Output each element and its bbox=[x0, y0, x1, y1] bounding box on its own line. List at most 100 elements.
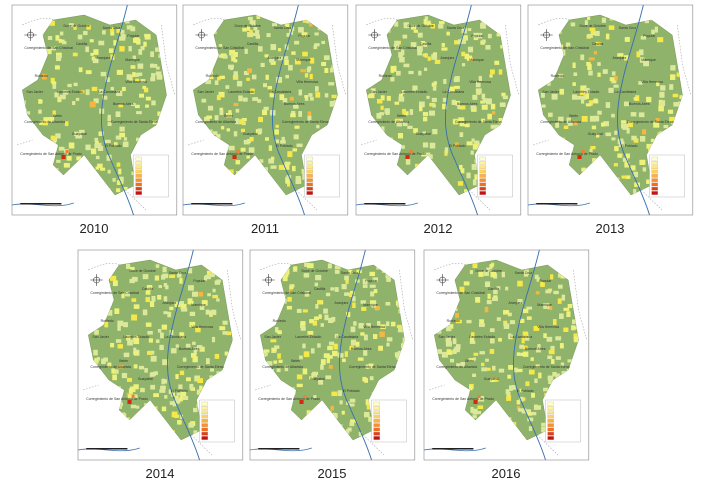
patch bbox=[331, 391, 338, 397]
patch bbox=[585, 103, 592, 107]
patch bbox=[571, 319, 578, 325]
patch bbox=[356, 269, 362, 274]
patch bbox=[49, 20, 55, 26]
place-label: Laureles Estadio bbox=[469, 335, 495, 339]
patch bbox=[155, 339, 160, 343]
place-label: Corregimiento de Santa Elena bbox=[111, 120, 158, 124]
patch bbox=[268, 158, 275, 164]
patch bbox=[516, 400, 521, 405]
place-label: El Poblado bbox=[621, 144, 638, 148]
place-label: Popular bbox=[365, 279, 378, 283]
patch bbox=[246, 77, 250, 81]
patch bbox=[583, 87, 590, 94]
patch bbox=[120, 34, 126, 39]
patch bbox=[403, 63, 410, 68]
patch bbox=[394, 352, 400, 356]
patch bbox=[145, 290, 151, 295]
patch bbox=[605, 102, 611, 108]
patch bbox=[320, 359, 326, 365]
patch bbox=[133, 384, 139, 390]
patch bbox=[304, 262, 310, 267]
patch bbox=[557, 273, 562, 278]
patch bbox=[594, 115, 600, 122]
patch bbox=[463, 281, 470, 286]
patch bbox=[493, 288, 498, 295]
patch bbox=[130, 386, 136, 393]
patch bbox=[593, 98, 598, 103]
patch bbox=[394, 21, 399, 27]
patch bbox=[491, 111, 496, 115]
patch bbox=[296, 374, 303, 380]
patch bbox=[250, 88, 255, 94]
place-label: Manrique bbox=[641, 58, 656, 62]
patch bbox=[142, 309, 148, 316]
river bbox=[513, 249, 546, 461]
place-label: Doce de Octubre bbox=[235, 24, 261, 28]
patch bbox=[53, 136, 58, 142]
patch bbox=[143, 41, 147, 47]
patch bbox=[360, 300, 366, 304]
patch bbox=[348, 269, 353, 275]
patch bbox=[289, 286, 294, 290]
place-label: San Javier bbox=[197, 90, 214, 94]
patch bbox=[55, 133, 61, 139]
patch bbox=[551, 93, 558, 100]
river bbox=[182, 202, 245, 207]
patch bbox=[163, 311, 168, 315]
patch bbox=[672, 93, 679, 98]
patch bbox=[431, 82, 437, 87]
patch bbox=[157, 294, 162, 300]
hotspot bbox=[65, 150, 69, 153]
patch bbox=[580, 99, 585, 104]
patch bbox=[441, 42, 445, 47]
patch bbox=[481, 104, 488, 110]
patch bbox=[246, 26, 251, 31]
patch bbox=[303, 351, 310, 358]
patch bbox=[386, 337, 393, 342]
patch bbox=[292, 165, 296, 172]
patch bbox=[270, 165, 277, 169]
patch bbox=[203, 275, 208, 281]
hotspot bbox=[303, 395, 307, 398]
patch bbox=[485, 98, 492, 105]
patch bbox=[318, 379, 324, 385]
patch bbox=[479, 351, 485, 355]
patch bbox=[144, 368, 148, 373]
patch bbox=[638, 112, 645, 118]
patch bbox=[561, 49, 566, 56]
patch bbox=[374, 306, 381, 310]
patch bbox=[196, 389, 201, 395]
river bbox=[445, 4, 478, 216]
patch bbox=[291, 51, 296, 55]
patch bbox=[660, 100, 666, 107]
patch bbox=[396, 120, 402, 127]
patch bbox=[159, 389, 166, 393]
patch bbox=[346, 311, 351, 318]
patch bbox=[274, 345, 280, 349]
patch bbox=[369, 376, 374, 381]
patch bbox=[52, 110, 56, 116]
patch bbox=[472, 415, 477, 419]
patch bbox=[595, 41, 602, 46]
patch bbox=[107, 114, 111, 121]
patch bbox=[294, 59, 301, 65]
patch bbox=[190, 352, 197, 358]
patch bbox=[525, 409, 532, 414]
patch bbox=[617, 153, 623, 158]
patch bbox=[267, 85, 273, 90]
place-label: La Candelaria bbox=[615, 90, 637, 94]
patch bbox=[148, 338, 153, 343]
patch bbox=[538, 372, 542, 379]
patch bbox=[126, 74, 132, 80]
patch bbox=[485, 358, 489, 362]
patch bbox=[279, 94, 285, 101]
patch bbox=[363, 350, 368, 356]
patch bbox=[272, 348, 277, 352]
place-label: Laureles Estadio bbox=[228, 90, 254, 94]
patch bbox=[484, 367, 491, 371]
patch bbox=[360, 332, 365, 336]
patch bbox=[537, 344, 541, 349]
place-label: Corregimiento de Santa Elena bbox=[455, 120, 502, 124]
patch bbox=[165, 285, 169, 290]
patch bbox=[242, 27, 247, 32]
